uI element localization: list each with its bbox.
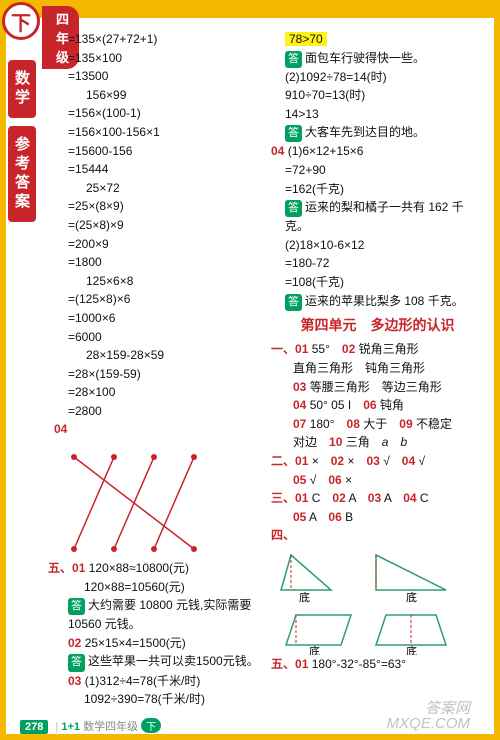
shapes-diagram: 底 底 底 底 [271, 545, 471, 655]
svg-text:底: 底 [299, 590, 310, 604]
svg-text:底: 底 [406, 644, 417, 655]
right-column: 78>70 答面包车行驶得快一些。 (2)1092÷78=14(时) 910÷7… [271, 30, 484, 710]
sidebar: 数学 参考答案 [8, 60, 36, 222]
q-number: 04 [54, 422, 67, 436]
svg-text:底: 底 [309, 644, 320, 655]
unit-title: 第四单元 多边形的认识 [271, 315, 484, 337]
sidebar-section: 参考答案 [8, 126, 36, 222]
footer: 278 | 1+1 数学四年级 下 [20, 718, 161, 734]
left-column: =135×(27+72+1) =135×100 =13500 156×99 =1… [48, 30, 261, 710]
answer-badge: 答 [68, 598, 85, 615]
semester-circle: 下 [2, 2, 40, 40]
page-number: 278 [20, 720, 48, 734]
highlight: 78>70 [285, 32, 327, 46]
matching-diagram [54, 439, 214, 559]
sidebar-subject: 数学 [8, 60, 36, 118]
svg-text:底: 底 [406, 590, 417, 604]
watermark-url: MXQE.COM [387, 715, 470, 732]
